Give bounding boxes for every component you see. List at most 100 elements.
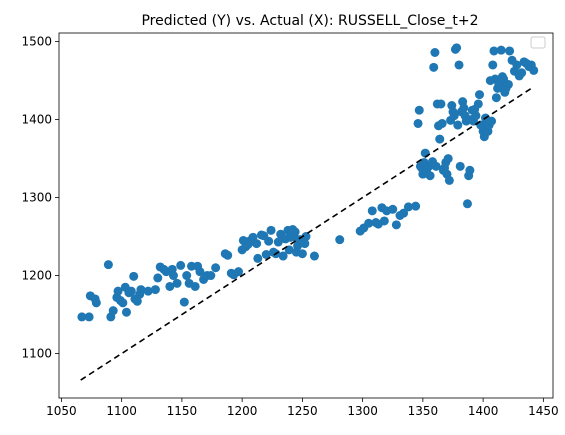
- data-point: [153, 273, 163, 283]
- data-point: [252, 239, 262, 249]
- x-tick-label: 1100: [106, 404, 137, 418]
- data-point: [266, 225, 276, 235]
- data-point: [431, 161, 441, 171]
- data-point: [414, 105, 424, 115]
- data-point: [411, 201, 421, 211]
- data-point: [529, 65, 539, 75]
- x-tick-label: 1200: [227, 404, 258, 418]
- y-tick-label: 1200: [21, 269, 52, 283]
- data-point: [297, 249, 307, 259]
- data-point: [391, 220, 401, 230]
- data-point: [143, 286, 153, 296]
- data-point: [301, 232, 311, 242]
- data-point: [403, 202, 413, 212]
- data-point: [165, 281, 175, 291]
- data-point: [211, 263, 221, 273]
- data-point: [278, 251, 288, 261]
- data-point: [473, 99, 483, 109]
- data-point: [234, 267, 244, 277]
- x-tick-label: 1450: [528, 404, 559, 418]
- data-point: [364, 218, 374, 228]
- axes: 1050 1100 1150 1200 1250 1300 1350 1400 1450 1100…: [21, 32, 559, 418]
- data-point: [505, 46, 515, 56]
- data-point: [487, 116, 497, 126]
- data-point: [437, 118, 447, 128]
- data-point: [195, 267, 205, 277]
- data-point: [108, 306, 118, 316]
- data-point: [367, 206, 377, 216]
- data-point: [435, 134, 445, 144]
- data-point: [300, 239, 310, 249]
- legend-box: [530, 36, 546, 49]
- data-point: [517, 68, 527, 78]
- data-point: [84, 312, 94, 322]
- data-point: [168, 271, 178, 281]
- data-point: [273, 237, 283, 247]
- x-tick-label: 1300: [347, 404, 378, 418]
- data-point: [452, 43, 462, 53]
- data-point: [150, 285, 160, 295]
- data-point: [455, 161, 465, 171]
- data-point: [454, 60, 464, 70]
- data-point: [512, 60, 522, 70]
- data-point: [206, 271, 216, 281]
- data-point: [113, 286, 123, 296]
- data-point: [91, 298, 101, 308]
- data-point: [453, 120, 463, 130]
- data-point: [182, 271, 192, 281]
- data-point: [488, 60, 498, 70]
- data-point: [121, 307, 131, 317]
- data-point: [399, 208, 409, 218]
- y-tick-label: 1500: [21, 35, 52, 49]
- x-tick-label: 1350: [408, 404, 439, 418]
- data-point: [264, 236, 274, 246]
- data-point: [77, 312, 87, 322]
- data-point: [179, 297, 189, 307]
- data-point: [465, 165, 475, 175]
- data-point: [388, 204, 398, 214]
- x-tick-label: 1050: [46, 404, 77, 418]
- data-point: [444, 175, 454, 185]
- data-point: [335, 235, 345, 245]
- y-tick-label: 1300: [21, 191, 52, 205]
- data-point: [176, 260, 186, 270]
- data-point: [118, 298, 128, 308]
- data-point: [379, 216, 389, 226]
- data-point: [429, 62, 439, 72]
- y-tick-label: 1100: [21, 347, 52, 361]
- data-point: [132, 296, 142, 306]
- data-point: [503, 79, 513, 89]
- data-point: [126, 286, 136, 296]
- data-point: [443, 154, 453, 164]
- data-point: [425, 171, 435, 181]
- y-tick-label: 1400: [21, 113, 52, 127]
- data-point: [462, 199, 472, 209]
- data-point: [471, 111, 481, 121]
- data-point: [136, 285, 146, 295]
- data-point: [413, 118, 423, 128]
- plot-frame: [58, 32, 554, 399]
- data-point: [491, 93, 501, 103]
- data-point: [253, 253, 263, 263]
- data-point: [430, 47, 440, 57]
- data-point: [496, 45, 506, 55]
- data-point: [475, 90, 485, 100]
- data-point: [309, 251, 319, 261]
- data-point: [190, 281, 200, 291]
- data-point: [172, 278, 182, 288]
- data-point: [103, 260, 113, 270]
- data-points: [77, 43, 539, 322]
- x-tick-label: 1250: [287, 404, 318, 418]
- data-point: [290, 227, 300, 237]
- data-point: [223, 250, 233, 260]
- chart-title: Predicted (Y) vs. Actual (X): RUSSELL_Cl…: [141, 13, 478, 29]
- data-point: [449, 111, 459, 121]
- data-point: [436, 99, 446, 109]
- data-point: [284, 245, 294, 255]
- x-tick-label: 1150: [167, 404, 198, 418]
- x-tick-label: 1400: [468, 404, 499, 418]
- data-point: [489, 46, 499, 56]
- data-point: [129, 271, 139, 281]
- data-point: [261, 249, 271, 259]
